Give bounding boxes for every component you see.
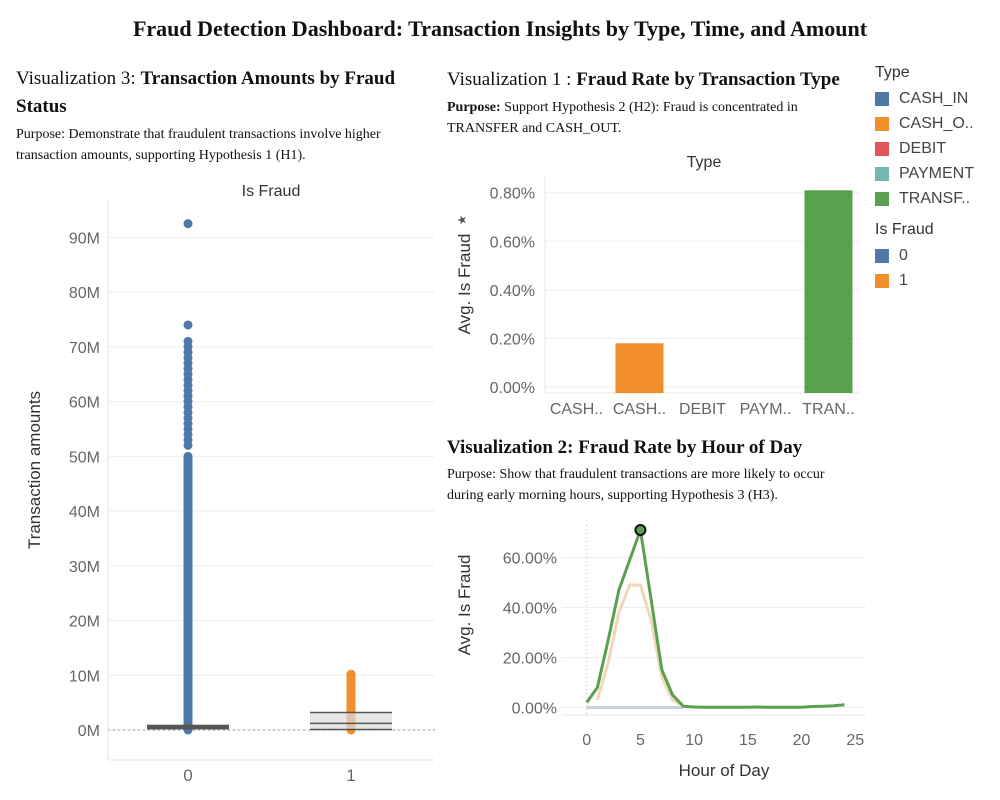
legend-type-item[interactable]: CASH_O.. [875, 111, 995, 136]
viz2-x-tick-label: 5 [636, 732, 645, 749]
legend-fraud-label: 0 [899, 246, 908, 264]
legend-fraud-item[interactable]: 0 [875, 243, 995, 268]
viz2-x-axis-label: Hour of Day [679, 761, 770, 780]
legend-fraud-label: 1 [899, 271, 908, 289]
legend-type-item[interactable]: CASH_IN [875, 86, 995, 111]
viz2-x-tick-label: 0 [582, 732, 591, 749]
viz1-purpose-text: Support Hypothesis 2 (H2): Fraud is conc… [447, 100, 798, 136]
legend-type-item[interactable]: TRANSF.. [875, 186, 995, 211]
viz1-y-tick-label: 0.40% [490, 283, 535, 300]
viz1-x-tick-label: PAYM.. [740, 401, 792, 418]
legend-type-label: CASH_IN [899, 89, 969, 107]
legend-fraud-title: Is Fraud [875, 221, 934, 238]
viz1-x-tick-label: CASH.. [613, 401, 666, 418]
viz3-x-tick-label: 1 [346, 766, 355, 785]
viz3-heading-prefix: Visualization 3: [16, 68, 141, 89]
viz3-box-0 [147, 724, 229, 730]
viz2-y-axis-label: Avg. Is Fraud [455, 555, 474, 656]
viz1-heading-main: Fraud Rate by Transaction Type [576, 69, 840, 90]
viz3-y-tick-label: 30M [69, 559, 100, 576]
legend-type-label: TRANSF.. [899, 189, 971, 207]
viz2-heading-main: Fraud Rate by Hour of Day [578, 437, 803, 458]
legend-type-label: DEBIT [899, 139, 947, 157]
legend-type-swatch [875, 91, 889, 106]
viz1-y-tick-label: 0.20% [490, 331, 535, 348]
viz1-x-tick-label: TRAN.. [802, 401, 854, 418]
viz1-x-tick-label: CASH.. [550, 401, 603, 418]
legend-type-item[interactable]: PAYMENT [875, 161, 995, 186]
viz1-bar [804, 190, 853, 393]
legend-type-swatch [875, 116, 889, 131]
viz3-y-axis-label: Transaction amounts [25, 391, 44, 549]
viz1-purpose-label: Purpose: [447, 100, 501, 115]
viz1-y-axis-label: Avg. Is Fraud [455, 234, 474, 335]
viz1-heading-prefix: Visualization 1 : [447, 69, 577, 90]
viz1-purpose: Purpose: Support Hypothesis 2 (H2): Frau… [447, 97, 867, 139]
viz3-y-tick-label: 70M [69, 340, 100, 357]
viz2-y-tick-label: 60.00% [503, 551, 557, 568]
viz3-x-tick-label: 0 [183, 766, 192, 785]
viz2-y-tick-label: 20.00% [503, 651, 557, 668]
legend: Type CASH_IN CASH_O.. DEBIT PAYMENT TRANSF..… [875, 64, 995, 293]
legend-type-label: PAYMENT [899, 164, 974, 182]
viz2-series-line [595, 583, 685, 708]
viz3-data-point [183, 320, 193, 330]
viz1-x-tick-label: DEBIT [679, 401, 726, 418]
viz2-x-tick-label: 25 [846, 732, 864, 749]
legend-fraud-swatch [875, 248, 889, 263]
legend-type-items: CASH_IN CASH_O.. DEBIT PAYMENT TRANSF.. [875, 86, 995, 211]
viz2-line-chart: 0.00% 20.00% 40.00% 60.00% 0 5 10 15 20 25 Hour of… [455, 524, 866, 780]
viz3-data-point [183, 336, 193, 346]
legend-type-swatch [875, 191, 889, 206]
viz3-y-tick-label: 0M [78, 723, 100, 740]
viz2-heading: Visualization 2: Fraud Rate by Hour of D… [447, 434, 867, 462]
viz1-y-tick-label: 0.00% [490, 380, 535, 397]
viz3-y-tick-label: 40M [69, 504, 100, 521]
viz3-y-tick-label: 10M [69, 668, 100, 685]
legend-type-swatch [875, 141, 889, 156]
viz3-chart-title: Is Fraud [242, 183, 301, 200]
legend-type-title: Type [875, 64, 910, 81]
viz1-y-tick-label: 0.80% [490, 186, 535, 203]
viz3-y-tick-label: 50M [69, 449, 100, 466]
viz2-y-tick-label: 0.00% [512, 701, 557, 718]
viz1-bar [615, 343, 664, 393]
viz1-chart-title: Type [687, 154, 722, 171]
viz3-y-tick-label: 20M [69, 614, 100, 631]
legend-type-item[interactable]: DEBIT [875, 136, 995, 161]
viz3-data-point [183, 219, 193, 229]
viz2-y-tick-label: 40.00% [503, 601, 557, 618]
viz3-y-tick-label: 80M [69, 285, 100, 302]
viz3-purpose: Purpose: Demonstrate that fraudulent tra… [16, 127, 381, 163]
viz2-series-line [585, 528, 845, 709]
legend-fraud-swatch [875, 273, 889, 288]
viz2-x-tick-label: 10 [685, 732, 703, 749]
viz3-box-1 [310, 712, 392, 730]
viz1-y-tick-label: 0.60% [490, 234, 535, 251]
viz2-heading-prefix: Visualization 2: [447, 437, 579, 458]
viz1-bar-chart: Type 0.00% 0.20% 0.40% 0.60% 0.80% Avg. Is Fra… [455, 154, 860, 418]
viz1-heading: Visualization 1 : Fraud Rate by Transact… [447, 66, 867, 94]
viz2-peak-marker [634, 524, 647, 536]
dashboard-title: Fraud Detection Dashboard: Transaction I… [132, 16, 868, 41]
legend-type-swatch [875, 166, 889, 181]
viz2-purpose: Purpose: Show that fraudulent transactio… [447, 467, 825, 503]
viz2-x-tick-label: 15 [739, 732, 757, 749]
viz3-heading: Visualization 3: Transaction Amounts by … [16, 65, 416, 121]
viz2-x-tick-label: 20 [793, 732, 811, 749]
legend-fraud-item[interactable]: 1 [875, 268, 995, 293]
legend-type-label: CASH_O.. [899, 114, 974, 132]
viz3-y-tick-label: 90M [69, 230, 100, 247]
viz3-box-scatter-chart: Is Fraud 0M 10M 20M 30M 40M 50M 60M 70M 80M 90M Tra… [25, 183, 435, 785]
viz3-heading-main: Transaction Amounts by Fraud Status [16, 68, 396, 117]
pin-icon: ★ [455, 215, 469, 226]
viz3-y-tick-label: 60M [69, 395, 100, 412]
